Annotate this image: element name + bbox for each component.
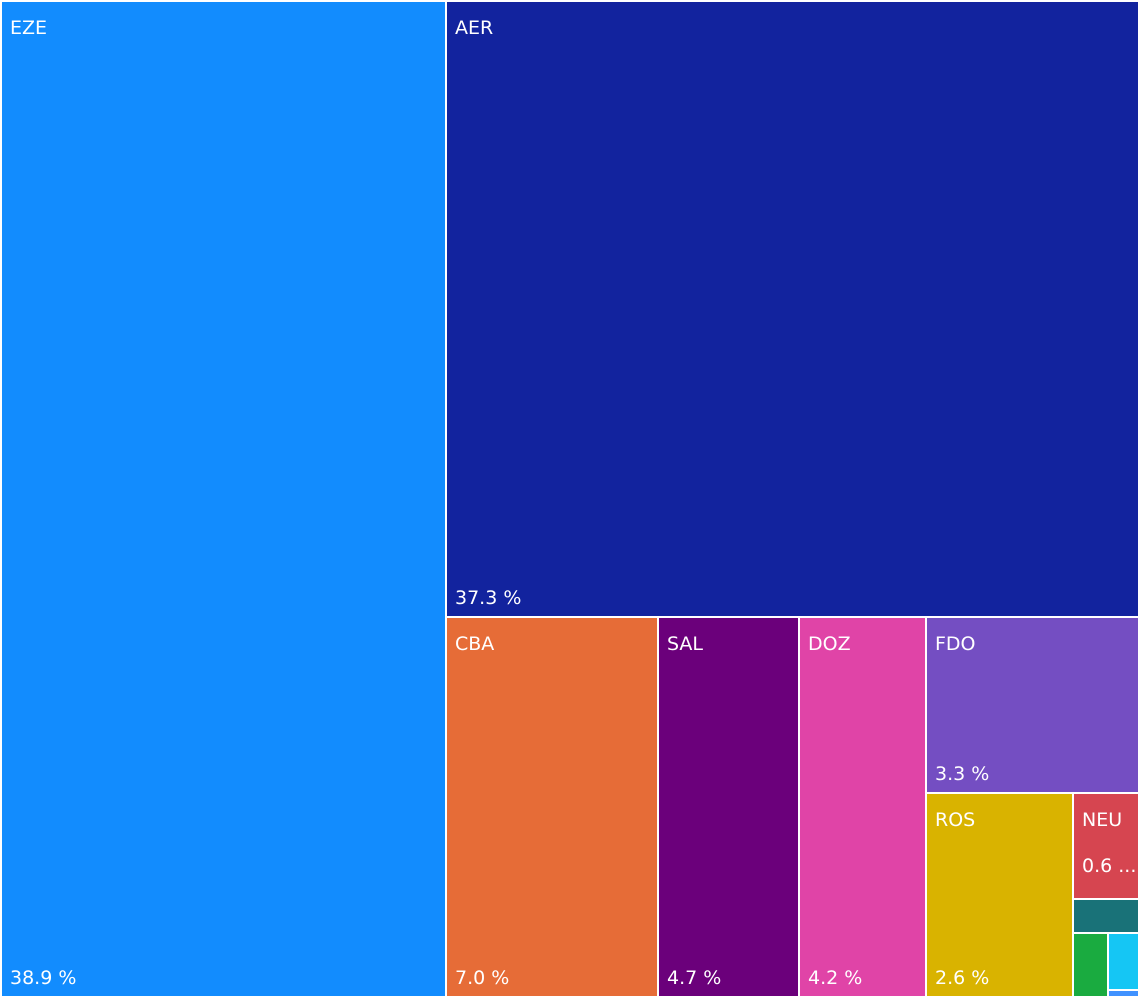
treemap-tile-doz[interactable]: DOZ 4.2 % [800, 618, 925, 996]
tile-value-label: 38.9 % [10, 967, 77, 989]
tile-value-label: 3.3 % [935, 763, 990, 785]
tile-label: EZE [10, 17, 48, 39]
tile-value-label: 37.3 % [455, 587, 522, 609]
tile-value-label: 2.6 % [935, 967, 990, 989]
treemap-tile-fdo[interactable]: FDO 3.3 % [927, 618, 1138, 792]
treemap-tile-11[interactable] [1109, 991, 1138, 996]
tile-label: NEU [1082, 809, 1123, 831]
treemap-tile-neu[interactable]: NEU 0.6 ... [1074, 794, 1138, 898]
treemap-tile-eze[interactable]: EZE 38.9 % [2, 2, 445, 996]
treemap-tile-8[interactable] [1074, 900, 1138, 932]
tile-label: CBA [455, 633, 495, 655]
treemap-tile-10[interactable] [1109, 934, 1138, 989]
treemap-tile-9[interactable] [1074, 934, 1107, 996]
treemap-tile-aer[interactable]: AER 37.3 % [447, 2, 1138, 616]
tile-label: SAL [667, 633, 703, 655]
tile-value-label: 4.7 % [667, 967, 722, 989]
tile-label: AER [455, 17, 494, 39]
tile-value-label: 7.0 % [455, 967, 510, 989]
tile-label: FDO [935, 633, 976, 655]
treemap-tile-cba[interactable]: CBA 7.0 % [447, 618, 657, 996]
tile-value-label: 0.6 ... [1082, 855, 1137, 877]
treemap-tile-ros[interactable]: ROS 2.6 % [927, 794, 1072, 996]
tile-label: ROS [935, 809, 976, 831]
tile-value-label: 4.2 % [808, 967, 863, 989]
treemap-tile-sal[interactable]: SAL 4.7 % [659, 618, 798, 996]
tile-label: DOZ [808, 633, 851, 655]
